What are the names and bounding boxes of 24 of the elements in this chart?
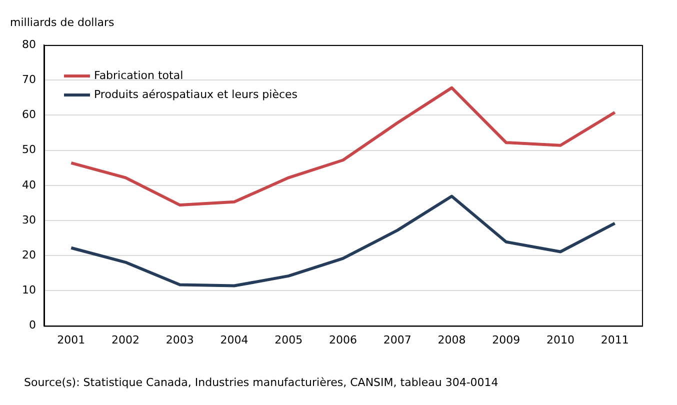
x-tick-label: 2008 xyxy=(438,333,466,346)
y-tick-label: 40 xyxy=(22,178,36,192)
y-axis-title: milliards de dollars xyxy=(10,16,115,29)
x-tick-label: 2005 xyxy=(274,333,303,346)
y-tick-label: 10 xyxy=(22,284,36,297)
x-tick-label: 2004 xyxy=(220,333,248,346)
y-tick-label: 0 xyxy=(28,318,36,332)
legend-label: Produits aérospatiaux et leurs pièces xyxy=(94,88,298,101)
x-tick-label: 2003 xyxy=(166,333,194,346)
x-tick-label: 2009 xyxy=(492,333,520,346)
y-tick-label: 20 xyxy=(22,248,36,262)
x-tick-label: 2002 xyxy=(112,333,140,346)
y-tick-label: 70 xyxy=(22,72,36,86)
x-tick-label: 2001 xyxy=(57,333,86,346)
x-tick-label: 2006 xyxy=(329,333,357,346)
y-tick-label: 30 xyxy=(22,213,36,226)
legend-label: Fabrication total xyxy=(94,68,184,82)
x-tick-label: 2011 xyxy=(600,333,629,346)
source-note: Source(s): Statistique Canada, Industries manufacturières, CANSIM, tableau 304-0014 xyxy=(24,376,498,389)
y-tick-label: 80 xyxy=(22,38,36,51)
y-tick-label: 50 xyxy=(22,143,36,156)
y-tick-label: 60 xyxy=(22,108,36,122)
x-tick-label: 2007 xyxy=(383,333,412,346)
x-tick-label: 2010 xyxy=(546,333,574,346)
